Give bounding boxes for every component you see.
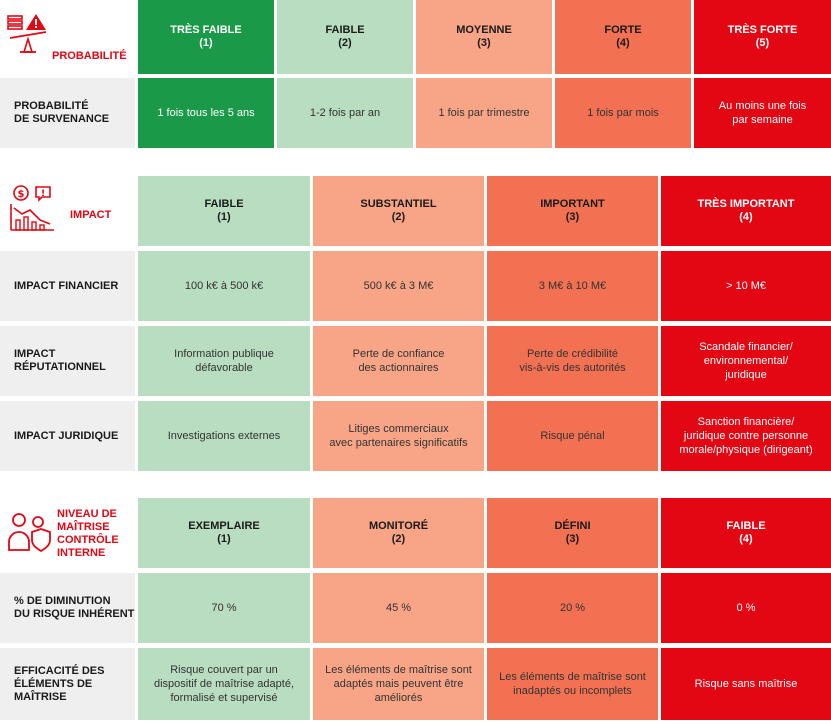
proba-header-4: FORTE (4) bbox=[555, 0, 691, 74]
impact-juridique-label: IMPACT JURIDIQUE bbox=[0, 401, 135, 471]
maitrise-diminution-value-3: 20 % bbox=[487, 573, 658, 643]
maitrise-efficacite-value-4: Risque sans maîtrise bbox=[661, 648, 831, 720]
impact-financier-label: IMPACT FINANCIER bbox=[0, 251, 135, 321]
proba-header-2: FAIBLE (2) bbox=[277, 0, 413, 74]
impact-header-1: FAIBLE (1) bbox=[138, 176, 310, 246]
impact-reputationnel-value-1: Information publique défavorable bbox=[138, 326, 310, 396]
proba-row-label: PROBABILITÉ DE SURVENANCE bbox=[0, 78, 135, 148]
maitrise-efficacite-label: EFFICACITÉ DES ÉLÉMENTS DE MAÎTRISE bbox=[0, 648, 135, 720]
proba-header-5-label: TRÈS FORTE bbox=[727, 24, 798, 36]
maitrise-header-1-num: (1) bbox=[217, 533, 231, 545]
impact-header-2-num: (2) bbox=[391, 211, 406, 223]
impact-financier-value-3: 3 M€ à 10 M€ bbox=[487, 251, 658, 321]
maitrise-title-box: NIVEAU DE MAÎTRISE CONTRÔLE INTERNE bbox=[0, 498, 135, 568]
maitrise-section-title: NIVEAU DE MAÎTRISE CONTRÔLE INTERNE bbox=[57, 508, 119, 559]
maitrise-header-3-label: DÉFINI bbox=[554, 520, 591, 532]
maitrise-header-2-label: MONITORÉ bbox=[368, 520, 429, 532]
chart-decline-icon: $ ! bbox=[10, 185, 54, 231]
impact-reputationnel-label: IMPACT RÉPUTATIONNEL bbox=[0, 326, 135, 396]
proba-value-3: 1 fois par trimestre bbox=[416, 78, 552, 148]
proba-header-1-label: TRÈS FAIBLE bbox=[170, 24, 242, 36]
probabilite-title-box: PROBABILITÉ bbox=[0, 0, 135, 74]
impact-header-2-label: SUBSTANTIEL bbox=[360, 198, 437, 210]
impact-reputationnel-value-2: Perte de confiance des actionnaires bbox=[313, 326, 484, 396]
proba-header-2-label: FAIBLE bbox=[325, 24, 365, 36]
proba-value-1: 1 fois tous les 5 ans bbox=[138, 78, 274, 148]
impact-financier-value-4: > 10 M€ bbox=[661, 251, 831, 321]
proba-header-3-label: MOYENNE bbox=[456, 24, 512, 36]
impact-header-1-num: (1) bbox=[217, 211, 231, 223]
maitrise-header-4-num: (4) bbox=[739, 533, 753, 545]
maitrise-diminution-value-1: 70 % bbox=[138, 573, 310, 643]
maitrise-diminution-value-4: 0 % bbox=[661, 573, 831, 643]
impact-financier-value-2: 500 k€ à 3 M€ bbox=[313, 251, 484, 321]
impact-reputationnel-value-4: Scandale financier/ environnemental/ jur… bbox=[661, 326, 831, 396]
impact-juridique-value-2: Litiges commerciaux avec partenaires sig… bbox=[313, 401, 484, 471]
proba-header-2-num: (2) bbox=[338, 37, 352, 49]
svg-text:!: ! bbox=[41, 189, 45, 199]
balance-scale-icon bbox=[7, 14, 47, 53]
proba-header-5: TRÈS FORTE (5) bbox=[694, 0, 831, 74]
maitrise-header-3-num: (3) bbox=[565, 533, 580, 545]
impact-header-2: SUBSTANTIEL (2) bbox=[313, 176, 484, 246]
people-shield-icon bbox=[8, 513, 51, 553]
maitrise-efficacite-value-1: Risque couvert par un dispositif de maît… bbox=[138, 648, 310, 720]
proba-header-4-label: FORTE bbox=[604, 24, 642, 36]
impact-header-4-num: (4) bbox=[739, 211, 753, 223]
svg-text:$: $ bbox=[18, 189, 25, 200]
maitrise-efficacite-value-3: Les éléments de maîtrise sont inadaptés … bbox=[487, 648, 658, 720]
maitrise-header-2-num: (2) bbox=[391, 533, 406, 545]
maitrise-header-4: FAIBLE (4) bbox=[661, 498, 831, 568]
impact-juridique-value-1: Investigations externes bbox=[138, 401, 310, 471]
impact-title-box: $ ! IMPACT bbox=[0, 176, 135, 246]
impact-header-3-label: IMPORTANT bbox=[540, 198, 605, 210]
maitrise-header-4-label: FAIBLE bbox=[726, 520, 766, 532]
impact-financier-value-1: 100 k€ à 500 k€ bbox=[138, 251, 310, 321]
impact-juridique-value-3: Risque pénal bbox=[487, 401, 658, 471]
maitrise-diminution-label: % DE DIMINUTION DU RISQUE INHÉRENT bbox=[0, 573, 135, 643]
impact-reputationnel-value-3: Perte de crédibilité vis-à-vis des autor… bbox=[487, 326, 658, 396]
impact-header-3-num: (3) bbox=[565, 211, 580, 223]
proba-header-3: MOYENNE (3) bbox=[416, 0, 552, 74]
proba-header-4-num: (4) bbox=[616, 37, 630, 49]
proba-header-1-num: (1) bbox=[199, 37, 213, 49]
proba-value-4: 1 fois par mois bbox=[555, 78, 691, 148]
proba-value-2: 1-2 fois par an bbox=[277, 78, 413, 148]
maitrise-efficacite-value-2: Les éléments de maîtrise sont adaptés ma… bbox=[313, 648, 484, 720]
maitrise-header-1: EXEMPLAIRE (1) bbox=[138, 498, 310, 568]
proba-header-3-num: (3) bbox=[477, 37, 491, 49]
impact-juridique-value-4: Sanction financière/ juridique contre pe… bbox=[661, 401, 831, 471]
proba-value-5: Au moins une fois par semaine bbox=[694, 78, 831, 148]
impact-header-4: TRÈS IMPORTANT (4) bbox=[661, 176, 831, 246]
proba-header-1: TRÈS FAIBLE (1) bbox=[138, 0, 274, 74]
maitrise-header-3: DÉFINI (3) bbox=[487, 498, 658, 568]
impact-section-title: IMPACT bbox=[70, 209, 112, 221]
impact-header-4-label: TRÈS IMPORTANT bbox=[697, 198, 795, 210]
impact-header-3: IMPORTANT (3) bbox=[487, 176, 658, 246]
maitrise-header-2: MONITORÉ (2) bbox=[313, 498, 484, 568]
maitrise-header-1-label: EXEMPLAIRE bbox=[188, 520, 260, 532]
impact-header-1-label: FAIBLE bbox=[204, 198, 244, 210]
proba-header-5-num: (5) bbox=[755, 37, 770, 49]
maitrise-diminution-value-2: 45 % bbox=[313, 573, 484, 643]
probabilite-section-title: PROBABILITÉ bbox=[52, 50, 127, 62]
